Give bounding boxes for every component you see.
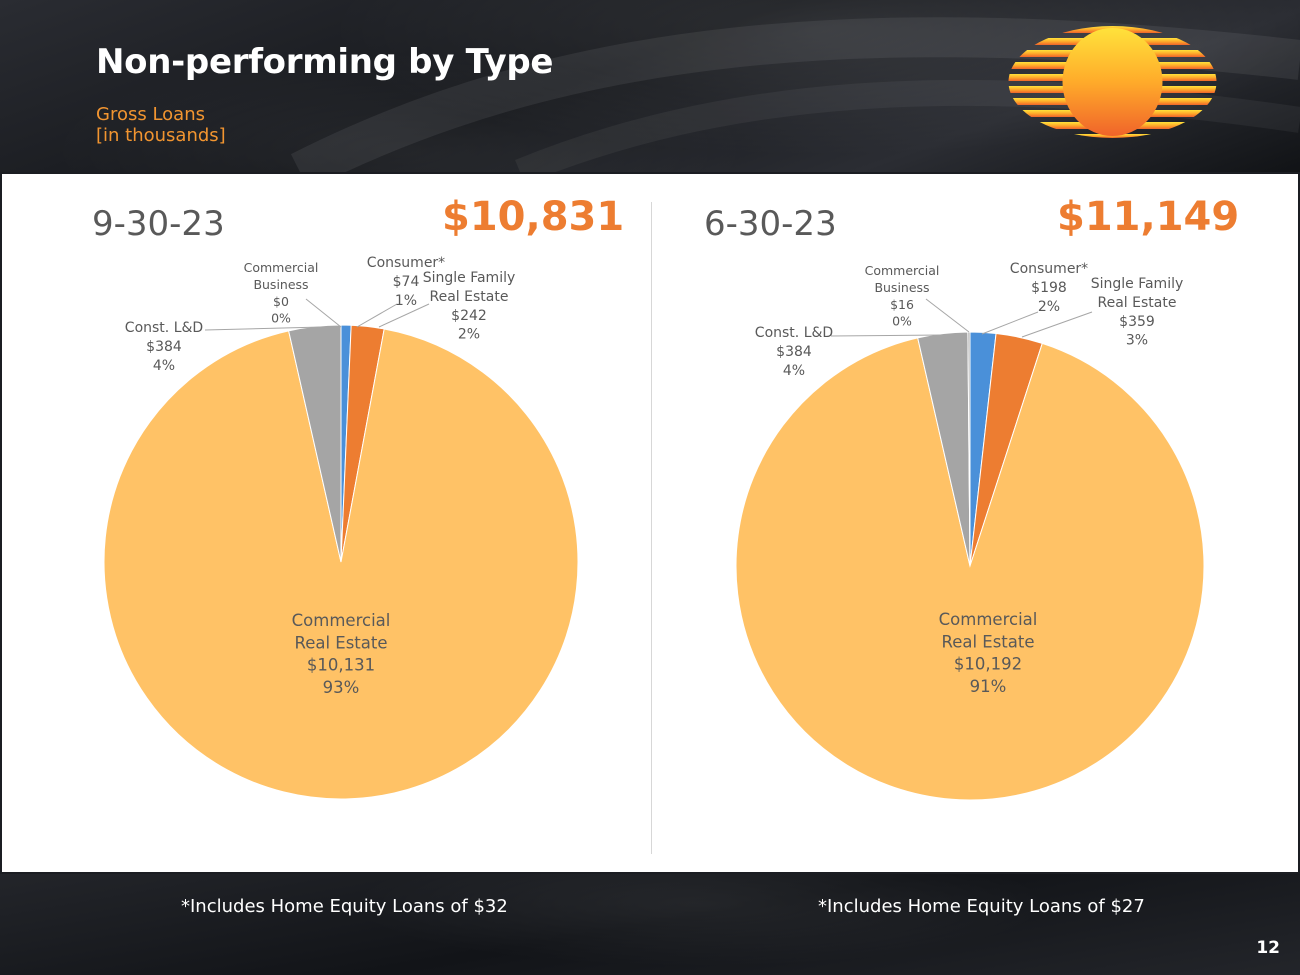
- sun-stripes-logo: [1008, 26, 1217, 138]
- left-data-label-commercial-business: Commercial Business $0 0%: [244, 260, 319, 326]
- left-chart-total: $10,831: [442, 194, 625, 240]
- right-data-label-consumer: Consumer* $198 2%: [1010, 261, 1088, 315]
- left-data-label-commercial-real-estate: Commercial Real Estate $10,131 93%: [292, 611, 391, 697]
- page-number: 12: [1256, 938, 1280, 958]
- left-leader-line-single-family: [378, 303, 430, 328]
- left-leader-line-consumer: [356, 303, 398, 328]
- left-leader-line-const-ld: [204, 326, 323, 331]
- right-data-label-commercial-business: Commercial Business $16 0%: [865, 263, 940, 329]
- right-chart-date: 6-30-23: [704, 204, 837, 244]
- subtitle-line-in-thousands: [in thousands]: [96, 125, 226, 146]
- left-chart-date: 9-30-23: [92, 204, 225, 244]
- right-leader-line-consumer: [981, 311, 1039, 335]
- charts-panel: 9-30-23 $10,831 6-30-23 $11,149 Commerci…: [2, 174, 1298, 872]
- page-subtitle: Gross Loans [in thousands]: [96, 104, 226, 146]
- right-data-label-const-ld: Const. L&D $384 4%: [755, 325, 833, 379]
- right-data-label-single-family: Single Family Real Estate $359 3%: [1091, 276, 1184, 349]
- left-leader-line-commercial-business: [305, 298, 342, 328]
- left-pie-slice-const-ld: [288, 324, 342, 563]
- right-data-label-commercial-real-estate: Commercial Real Estate $10,192 91%: [939, 610, 1038, 696]
- left-data-label-const-ld: Const. L&D $384 4%: [125, 320, 203, 374]
- right-leader-line-commercial-business: [925, 298, 970, 333]
- footer-background: [0, 874, 1300, 975]
- left-footnote: *Includes Home Equity Loans of $32: [181, 896, 508, 917]
- left-pie-slice-commercial-real-estate: [103, 328, 579, 800]
- right-chart-total: $11,149: [1057, 194, 1240, 240]
- left-data-label-consumer: Consumer* $74 1%: [367, 255, 445, 309]
- panel-divider: [651, 202, 652, 854]
- right-leader-line-const-ld: [830, 334, 943, 337]
- subtitle-line-gross-loans: Gross Loans: [96, 104, 205, 125]
- right-pie-slice-commercial-real-estate: [735, 337, 1205, 801]
- pie-charts: Commercial Business $0 0%Consumer* $74 1%Sing…: [103, 255, 1205, 801]
- right-leader-line-single-family: [1021, 311, 1093, 338]
- right-footnote: *Includes Home Equity Loans of $27: [818, 896, 1145, 917]
- page-title: Non-performing by Type: [96, 42, 554, 82]
- left-data-label-single-family: Single Family Real Estate $242 2%: [423, 270, 516, 343]
